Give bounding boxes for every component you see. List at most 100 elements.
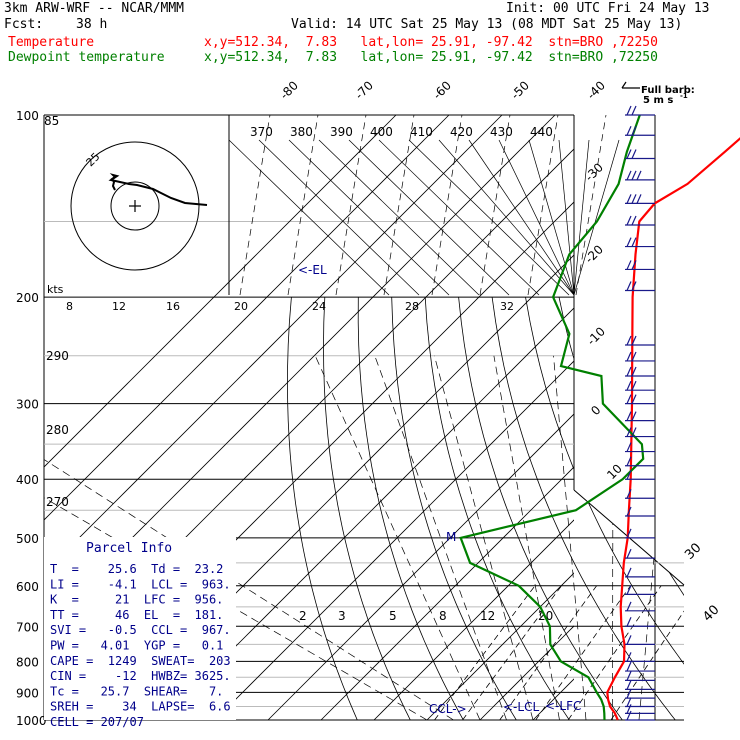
wind-barb [625, 215, 655, 226]
theta-label: 420 [450, 125, 473, 139]
wind-barb [625, 456, 655, 467]
wind-barb [625, 394, 655, 405]
theta-label: 400 [370, 125, 393, 139]
wind-barb [625, 688, 655, 699]
wind-barb [625, 335, 655, 346]
el-marker: <-EL [298, 263, 327, 277]
wind-barb [625, 671, 655, 681]
lcl-marker: <-LCL [503, 700, 539, 714]
wind-barb [625, 149, 655, 160]
wind-barb [625, 652, 655, 662]
forecast-label: Fcst: [4, 17, 44, 32]
hodograph-speed-tick: 16 [166, 300, 180, 313]
hodograph-inner-ring [110, 181, 160, 231]
theta-label: 390 [330, 125, 353, 139]
mixing-ratio-label: 3 [338, 609, 346, 623]
wind-barb [625, 125, 655, 136]
wind-barb [625, 617, 655, 627]
pressure-tick-label: 700 [16, 620, 39, 634]
wind-speed-ring-label: 40 [700, 603, 722, 625]
mixing-ratio-label: 12 [480, 609, 495, 623]
pressure-tick-label: 400 [16, 473, 39, 487]
hodograph-speed-tick: 32 [500, 300, 514, 313]
pressure-tick-label: 600 [16, 580, 39, 594]
dewpoint-profile-line [459, 114, 645, 721]
hodograph-speed-tick: 12 [112, 300, 126, 313]
theta-label: 430 [490, 125, 513, 139]
wind-barb [625, 548, 655, 559]
wind-barb [625, 380, 655, 391]
isotherm-label: -40 [584, 78, 608, 102]
wind-barb [625, 470, 655, 480]
wind-barb [625, 442, 655, 453]
wind-barb [625, 489, 655, 499]
mixing-ratio-label: 5 [389, 609, 397, 623]
isotherm-label: -10 [584, 324, 608, 348]
parcel-info-row: CIN = -12 HWBZ= 3625. [50, 669, 231, 683]
isotherm-label: -20 [582, 242, 606, 266]
kts-label: kts [47, 283, 64, 296]
isotherm-label: -50 [508, 78, 532, 102]
hodograph-trace [108, 173, 208, 206]
valid-time: Valid: 14 UTC Sat 25 May 13 (08 MDT Sat … [291, 17, 683, 32]
pressure-tick-label: 800 [16, 655, 39, 669]
wind-barb [625, 411, 655, 422]
isotherm-label: -60 [430, 78, 454, 102]
isotherm-label: -70 [352, 78, 376, 102]
wind-speed-ring-label: 30 [682, 541, 704, 563]
isotherm-label: -30 [582, 160, 606, 184]
parcel-info-row: Tc = 25.7 SHEAR= 7. [50, 684, 223, 698]
parcel-info-row: LI = -4.1 LCL = 963. [50, 577, 231, 591]
wind-barb [625, 351, 655, 362]
pressure-tick-label: 300 [16, 398, 39, 412]
isotherm-label: 0 [588, 403, 603, 418]
barb-legend: Full barb: 5 m s -1 [621, 81, 695, 106]
wind-barb [625, 170, 655, 181]
wind-barb [625, 680, 655, 690]
dewpoint-point-info: x,y=512.34, 7.83 lat,lon= 25.91, -97.42 … [204, 50, 658, 65]
theta-label: 380 [290, 125, 313, 139]
wind-barb [625, 427, 655, 438]
theta-label: 440 [530, 125, 553, 139]
isotherm-label: -80 [277, 78, 301, 102]
wind-barb [625, 710, 655, 721]
parcel-info-row: CAPE = 1249 SWEAT= 203 [50, 654, 231, 668]
lfc-marker: <-LFC [545, 699, 581, 713]
wind-barbs [625, 105, 655, 721]
dewpoint-legend-label: Dewpoint temperature [8, 50, 165, 65]
wind-barb [625, 601, 655, 612]
forecast-hour: 38 h [76, 17, 108, 32]
wind-barb [625, 260, 655, 271]
wind-barb [625, 635, 655, 646]
theta-label: 370 [250, 125, 273, 139]
init-time: Init: 00 UTC Fri 24 May 13 [506, 1, 710, 16]
upper-theta-lines [228, 114, 620, 296]
wind-barb [625, 237, 655, 248]
temperature-profile-line [606, 137, 740, 721]
mixing-ratio-lines [44, 355, 684, 720]
pressure-tick-label: 100 [16, 109, 39, 123]
parcel-info-title: Parcel Info [86, 541, 172, 556]
temperature-point-info: x,y=512.34, 7.83 lat,lon= 25.91, -97.42 … [204, 35, 658, 50]
hodograph-outer-ring [70, 141, 200, 271]
wind-barb [625, 585, 655, 595]
m-marker: M [446, 530, 456, 544]
wind-barb [625, 506, 655, 517]
wind-barb [625, 366, 655, 377]
theta-label: 290 [46, 349, 69, 363]
temperature-legend-label: Temperature [8, 35, 95, 50]
model-title: 3km ARW-WRF -- NCAR/MMM [4, 1, 185, 16]
dry-adiabat-lines [286, 296, 684, 720]
mixing-ratio-label: 8 [439, 609, 447, 623]
wind-barb [625, 528, 655, 539]
hodograph-speed-tick: 8 [66, 300, 73, 313]
theta-label: 410 [410, 125, 433, 139]
wind-barb [625, 105, 655, 116]
barb-legend-line2: 5 m s [643, 95, 673, 106]
barb-legend-line3: -1 [680, 92, 688, 100]
wind-barb [625, 194, 655, 205]
wind-barb [625, 661, 655, 672]
theta-label: 85 [44, 114, 59, 128]
hodograph-inset: 25 kts [47, 115, 230, 296]
